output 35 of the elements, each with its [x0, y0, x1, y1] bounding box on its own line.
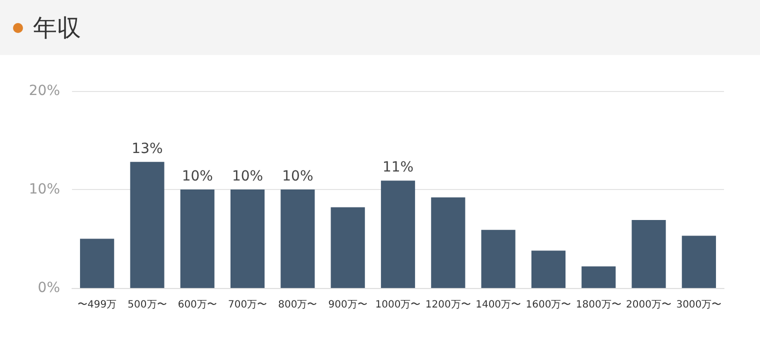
bar [80, 238, 114, 288]
data-label: 10% [232, 168, 264, 184]
data-label: 10% [182, 168, 213, 184]
x-tick-label: 1000万〜 [375, 300, 421, 310]
bar [280, 190, 315, 288]
x-tick-label: 3000万〜 [676, 300, 722, 310]
x-tick-label: 600万〜 [178, 300, 217, 310]
data-label: 13% [132, 140, 163, 157]
bar [330, 207, 365, 288]
data-label: 11% [382, 160, 414, 176]
y-tick-label: 20% [28, 83, 60, 99]
bar [230, 190, 265, 288]
x-tick-label: 1800万〜 [576, 300, 622, 310]
x-tick-label: 1200万〜 [425, 300, 471, 310]
bar [180, 190, 214, 288]
x-tick-label: 1400万〜 [476, 300, 522, 310]
bar [431, 197, 466, 288]
x-tick-label: 2000万〜 [626, 300, 672, 310]
bar [531, 250, 566, 288]
bar [380, 180, 416, 288]
data-label: 10% [282, 168, 314, 184]
x-tick-label: 900万〜 [328, 300, 368, 310]
bar [632, 220, 666, 288]
bar [682, 236, 716, 288]
x-tick-label: 1600万〜 [526, 300, 572, 310]
bar [130, 162, 164, 288]
x-tick-label: 800万〜 [278, 300, 318, 310]
y-tick-label: 10% [28, 182, 60, 198]
bar [481, 230, 516, 288]
y-tick-label: 0% [38, 280, 60, 296]
x-tick-label: 〜499万 [78, 300, 117, 310]
x-tick-label: 700万〜 [228, 300, 268, 310]
bar [582, 266, 616, 288]
chart-title: 年収 [33, 12, 81, 44]
x-tick-label: 500万〜 [128, 300, 167, 310]
